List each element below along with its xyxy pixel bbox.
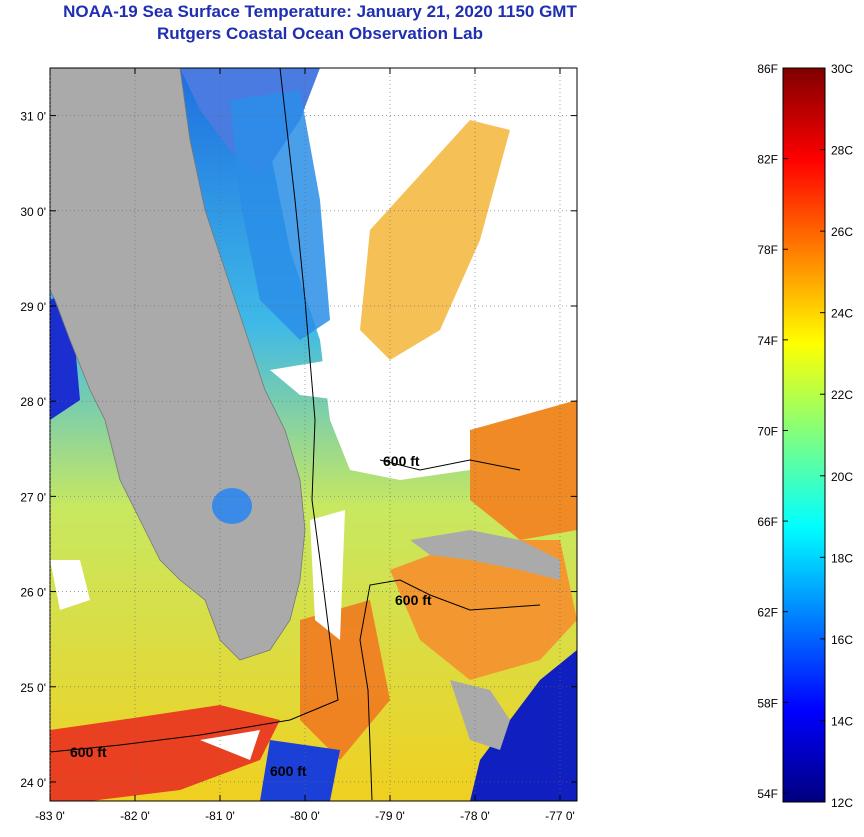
temperature-colorbar: 86F 82F 78F 74F 70F 66F 62F 58F 54F 30C 28C 26C 24C… [700, 50, 864, 832]
lat-tick-label: 31 0' [20, 110, 46, 124]
warm-water-straits [300, 600, 390, 760]
lon-tick-label: -83 0' [35, 809, 65, 823]
cloud-patch-4 [200, 730, 260, 760]
cloud-patch-2 [310, 510, 345, 640]
longitude-axis: -83 0' -82 0' -81 0' -80 0' -79 0' -78 0' -77 … [35, 809, 575, 823]
lat-tick-label: 25 0' [20, 681, 46, 695]
colorbar-f-label: 74F [757, 334, 778, 348]
colorbar-f-label: 62F [757, 606, 778, 620]
map-title: NOAA-19 Sea Surface Temperature: January… [63, 2, 577, 21]
colorbar-f-label: 70F [757, 424, 778, 438]
sst-map: 600 ft 600 ft 600 ft 600 ft 31 0' 30 0' 29… [20, 67, 578, 823]
isobath-label-south: 600 ft [270, 763, 307, 779]
isobath-label-keys: 600 ft [70, 744, 107, 760]
colorbar-f-label: 66F [757, 515, 778, 529]
lon-tick-label: -78 0' [460, 809, 490, 823]
lat-tick-label: 27 0' [20, 490, 46, 504]
map-grid [49, 68, 577, 801]
isobath-label-ne: 600 ft [383, 453, 420, 469]
colorbar-celsius-labels: 30C 28C 26C 24C 22C 20C 18C 16C 14C 12C [820, 62, 853, 810]
map-subtitle: Rutgers Coastal Ocean Observation Lab [157, 24, 483, 43]
gulf-stream-north [360, 120, 510, 360]
sst-map-svg: 600 ft 600 ft 600 ft 600 ft 31 0' 30 0' 29… [20, 67, 578, 823]
colorbar-f-label: 86F [757, 62, 778, 76]
lon-tick-label: -80 0' [290, 809, 320, 823]
lon-tick-label: -82 0' [120, 809, 150, 823]
isobath-contour-east [359, 579, 541, 801]
colorbar-c-label: 16C [831, 633, 853, 647]
lat-tick-label: 29 0' [20, 300, 46, 314]
colorbar-c-label: 28C [831, 144, 853, 158]
cold-water-se [470, 650, 577, 801]
colorbar-svg: 86F 82F 78F 74F 70F 66F 62F 58F 54F 30C 28C 26C 24C… [757, 62, 853, 810]
lon-tick-label: -77 0' [545, 809, 575, 823]
colorbar-c-label: 30C [831, 62, 853, 76]
colorbar-f-label: 82F [757, 153, 778, 167]
bahamas-island-2 [450, 680, 510, 750]
map-frame [49, 67, 578, 802]
colorbar-c-label: 22C [831, 388, 853, 402]
colorbar-c-label: 12C [831, 796, 853, 810]
lat-tick-label: 24 0' [20, 776, 46, 790]
cloud-patch-3 [50, 560, 90, 610]
bahamas-island-1 [410, 530, 560, 580]
colorbar-gradient [782, 67, 826, 803]
isobath-contour-west [50, 68, 339, 753]
lon-tick-label: -81 0' [205, 809, 235, 823]
lon-tick-label: -79 0' [375, 809, 405, 823]
lat-tick-label: 30 0' [20, 205, 46, 219]
colorbar-c-label: 14C [831, 714, 853, 728]
latitude-axis: 31 0' 30 0' 29 0' 28 0' 27 0' 26 0' 25 0' 24 0' [20, 110, 46, 790]
warm-water-bahamas [390, 540, 577, 680]
colorbar-f-label: 58F [757, 696, 778, 710]
colorbar-fahrenheit-labels: 86F 82F 78F 74F 70F 66F 62F 58F 54F [757, 62, 788, 801]
warm-water-keys [50, 705, 280, 801]
colorbar-c-label: 26C [831, 225, 853, 239]
colorbar-f-label: 54F [757, 787, 778, 801]
warm-water-east [470, 400, 577, 540]
isobath-label-east: 600 ft [395, 592, 432, 608]
colorbar-c-label: 18C [831, 551, 853, 565]
colorbar-c-label: 24C [831, 307, 853, 321]
cold-water-south [260, 740, 340, 801]
lat-tick-label: 26 0' [20, 586, 46, 600]
colorbar-c-label: 20C [831, 470, 853, 484]
lake-okeechobee [212, 488, 252, 524]
colorbar-f-label: 78F [757, 243, 778, 257]
lat-tick-label: 28 0' [20, 395, 46, 409]
isobath-contour-ne [379, 459, 521, 471]
